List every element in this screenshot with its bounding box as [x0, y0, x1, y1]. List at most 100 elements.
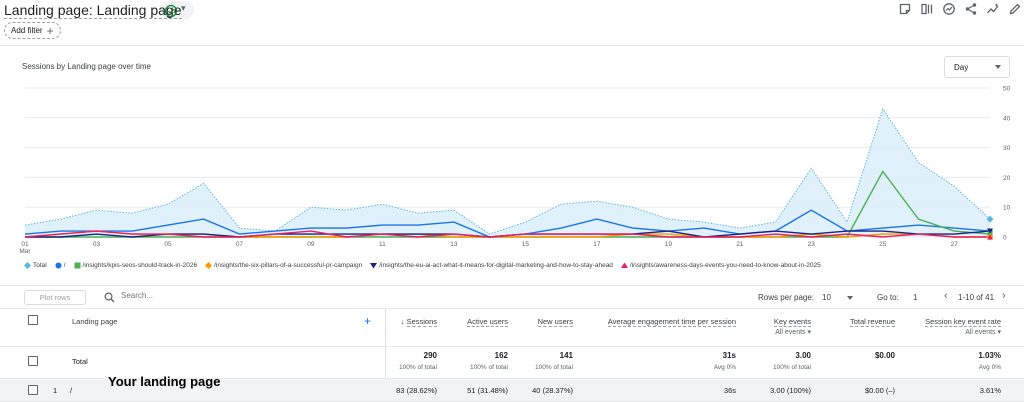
goto-page-input[interactable]: 1: [913, 293, 918, 302]
total-percent: 100% of total: [470, 364, 508, 371]
triangle-up-marker-icon: [620, 262, 628, 268]
sort-arrow-icon: ↓: [400, 317, 407, 326]
column-header-label: Active users: [467, 317, 508, 327]
series-line: [24, 230, 990, 238]
column-header-label: Sessions: [406, 317, 437, 327]
plot-rows-button[interactable]: Plot rows: [24, 290, 86, 305]
share-icon[interactable]: [964, 2, 978, 16]
insights-icon[interactable]: [942, 2, 956, 16]
column-header[interactable]: Key events: [773, 317, 811, 327]
legend-item[interactable]: /insights/awareness-days-events-you-need…: [620, 262, 821, 269]
column-header[interactable]: Active users: [467, 317, 508, 327]
granularity-value: Day: [954, 63, 969, 72]
cell-value: 51 (31.48%): [467, 386, 508, 395]
total-percent: Avg 0%: [978, 364, 1001, 371]
legend-item[interactable]: /: [55, 262, 66, 269]
series-end-marker: [987, 234, 993, 240]
chevron-left-icon[interactable]: ‹: [944, 290, 948, 302]
legend-item[interactable]: /insights/the-six-pillars-of-a-successfu…: [205, 262, 362, 269]
cell-value: 36s: [723, 386, 736, 395]
y-tick-label: 0: [1003, 235, 1007, 242]
column-header-label: New users: [537, 317, 573, 327]
totals-checkbox[interactable]: [28, 356, 38, 366]
legend-label: /insights/kpis-seos-should-track-in-2026: [82, 262, 198, 269]
chart-title: Sessions by Landing page over time: [22, 62, 151, 71]
cell-value: $0.00 (–): [864, 386, 895, 395]
rows-per-page-select[interactable]: 10: [822, 293, 831, 302]
line-chart[interactable]: 0 10 20 30 40 50 01 03 05 07 09 11 13 15 17 19 21 23 25 27 M…: [0, 0, 1024, 262]
plus-icon: +: [46, 23, 54, 38]
cell-value: 40 (28.37%): [532, 386, 573, 395]
column-header[interactable]: ↓ Sessions: [400, 317, 437, 327]
cell-value: 3.00 (100%): [770, 386, 811, 395]
row-index: 1: [53, 386, 58, 395]
chevron-down-icon[interactable]: [847, 296, 853, 300]
page-title[interactable]: Landing page: Landing page: [4, 2, 182, 19]
y-tick-label: 10: [1003, 205, 1011, 212]
totals-row: Total 290 100% of total 162 100% of total 14…: [0, 347, 1024, 379]
total-value: 1.03%: [978, 351, 1001, 360]
series-end-marker: [987, 228, 993, 234]
compare-icon[interactable]: [920, 2, 934, 16]
rows-per-page-label: Rows per page:: [758, 293, 815, 302]
total-percent: 100% of total: [535, 364, 573, 371]
dimension-header[interactable]: Landing page: [72, 317, 118, 326]
column-header[interactable]: Total revenue: [849, 317, 895, 327]
x-tick-label: 03: [93, 241, 101, 248]
search-icon: [104, 292, 115, 303]
legend-label: Total: [33, 262, 47, 269]
chevron-right-icon[interactable]: ›: [1002, 290, 1006, 302]
series-area-total: [25, 108, 990, 237]
column-header[interactable]: New users: [537, 317, 573, 327]
column-header[interactable]: Session key event rate: [925, 317, 1001, 327]
square-marker-icon: [74, 262, 81, 269]
x-tick-label: 01: [21, 241, 29, 248]
legend-label: /insights/awareness-days-events-you-need…: [629, 262, 821, 269]
total-value: 162: [494, 351, 508, 360]
x-tick-label: 15: [522, 241, 530, 248]
legend-item[interactable]: /insights/the-eu-ai-act-what-it-means-fo…: [370, 262, 613, 269]
table-header: Landing page + ↓ Sessions Active users New…: [0, 309, 1024, 347]
x-tick-label: 11: [379, 241, 386, 248]
x-tick-label: 27: [951, 241, 959, 248]
x-tick-label: 09: [307, 241, 315, 248]
series-end-marker: [986, 215, 994, 223]
legend-label: /insights/the-eu-ai-act-what-it-means-fo…: [379, 262, 613, 269]
column-header-label: Session key event rate: [925, 317, 1001, 327]
column-header-label: Key events: [773, 317, 811, 327]
legend-item[interactable]: /insights/kpis-seos-should-track-in-2026: [74, 262, 198, 269]
select-all-checkbox[interactable]: [28, 315, 38, 325]
totals-label: Total: [72, 357, 88, 366]
column-header[interactable]: Average engagement time per session: [607, 317, 736, 327]
column-event-filter[interactable]: All events ▾: [965, 329, 1001, 336]
x-tick-label: 17: [593, 241, 601, 248]
table-toolbar: Plot rows Rows per page: 10 Go to: 1 ‹ 1…: [0, 285, 1024, 309]
check-circle-icon[interactable]: [164, 4, 178, 18]
legend-item[interactable]: Total: [24, 262, 47, 269]
pagination-range: 1-10 of 41: [958, 293, 995, 302]
chevron-down-icon[interactable]: ▾: [181, 3, 186, 13]
y-tick-label: 50: [1003, 86, 1011, 93]
add-dimension-plus-icon[interactable]: +: [364, 314, 372, 328]
add-filter-button[interactable]: Add filter +: [4, 22, 61, 39]
x-tick-label: 25: [879, 241, 887, 248]
legend-label: /insights/the-six-pillars-of-a-successfu…: [214, 262, 363, 269]
column-event-filter[interactable]: All events ▾: [775, 329, 811, 336]
y-tick-label: 40: [1003, 115, 1011, 122]
x-month-label: Mar: [19, 248, 31, 255]
chart-legend: Total / /insights/kpis-seos-should-track-i…: [24, 262, 821, 269]
trend-sparkle-icon[interactable]: [986, 2, 1000, 16]
edit-pencil-icon[interactable]: [1008, 2, 1022, 16]
comment-icon[interactable]: [898, 2, 912, 16]
series-line-total: [24, 107, 991, 235]
y-tick-label: 20: [1003, 175, 1011, 182]
cell-value: 83 (28.62%): [396, 386, 437, 395]
x-tick-label: 13: [450, 241, 458, 248]
granularity-select[interactable]: Day: [944, 56, 1010, 78]
row-checkbox[interactable]: [28, 385, 38, 395]
cell-value: 3.61%: [979, 386, 1001, 395]
x-tick-label: 23: [808, 241, 816, 248]
search-input[interactable]: [121, 291, 271, 300]
landing-page-link[interactable]: /: [70, 386, 73, 395]
goto-label: Go to:: [877, 293, 899, 302]
